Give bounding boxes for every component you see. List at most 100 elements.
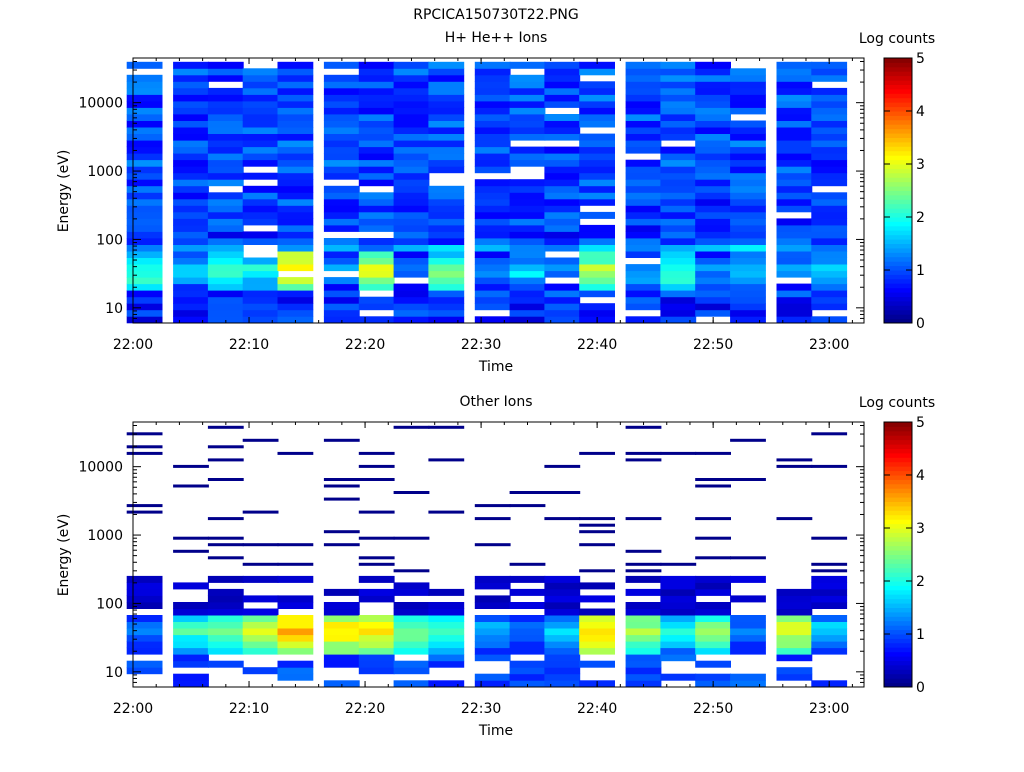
heatmap-cell (242, 562, 279, 566)
heatmap-cell (393, 244, 430, 252)
heatmap-cell (811, 153, 848, 161)
heatmap-cell (509, 667, 546, 675)
colorbar-tick-label: 2 (916, 210, 925, 226)
colorbar-swatch (884, 651, 912, 657)
heatmap-cell (323, 478, 360, 481)
heatmap-cell (544, 628, 581, 636)
heatmap-cell (358, 667, 395, 675)
heatmap-cell (126, 140, 163, 148)
heatmap-cell (625, 270, 662, 278)
heatmap-cell (660, 224, 697, 232)
heatmap-cell (173, 628, 209, 636)
heatmap-cell (173, 159, 209, 167)
heatmap-cell (207, 536, 244, 540)
heatmap-cell (358, 595, 395, 603)
heatmap-cell (173, 270, 209, 278)
heatmap-cell (173, 464, 209, 468)
heatmap-cell (242, 87, 279, 95)
heatmap-cell (242, 316, 279, 324)
heatmap-cell (126, 159, 163, 167)
heatmap-cell (207, 87, 244, 95)
heatmap-cell (625, 296, 662, 304)
heatmap-cell (474, 166, 511, 174)
heatmap-cell (173, 484, 209, 488)
heatmap-cell (173, 660, 209, 668)
colorbar-tick-label: 1 (916, 627, 925, 643)
heatmap-cell (428, 654, 465, 662)
heatmap-cell (625, 120, 662, 128)
heatmap-cell (730, 673, 766, 681)
colorbar-swatch (884, 509, 912, 516)
colorbar-swatch (884, 611, 912, 617)
heatmap-cell (173, 218, 209, 226)
heatmap-cell (277, 87, 314, 95)
colorbar-swatch (884, 203, 912, 209)
heatmap-cell (811, 641, 848, 649)
heatmap-cell (660, 621, 697, 629)
heatmap-cell (358, 654, 395, 662)
heatmap-cell (173, 81, 209, 89)
heatmap-cell (660, 303, 697, 311)
heatmap-cell (207, 264, 244, 272)
heatmap-cell (173, 257, 209, 265)
heatmap-cell (428, 296, 465, 304)
heatmap-cell (428, 205, 465, 213)
heatmap-cell (242, 205, 279, 213)
heatmap-cell (126, 231, 163, 239)
heatmap-cell (579, 198, 615, 206)
heatmap-cell (509, 185, 546, 193)
heatmap-cell (579, 81, 615, 89)
heatmap-cell (474, 264, 511, 272)
heatmap-cell (776, 140, 813, 148)
heatmap-cell (126, 198, 163, 206)
colorbar-swatch (884, 677, 912, 684)
heatmap-cell (323, 641, 360, 649)
heatmap-cell (323, 257, 360, 265)
heatmap-cell (126, 211, 163, 219)
heatmap-cell (544, 608, 581, 616)
heatmap-cell (393, 425, 430, 429)
heatmap-cell (428, 290, 465, 298)
heatmap-cell (393, 87, 430, 95)
heatmap-cell (625, 680, 662, 688)
heatmap-cell (660, 270, 697, 278)
heatmap-cell (207, 74, 244, 82)
heatmap-cell (358, 61, 395, 69)
heatmap-cell (776, 628, 813, 636)
heatmap-cell (625, 575, 662, 583)
heatmap-cell (625, 198, 662, 206)
heatmap-cell (776, 257, 813, 265)
colorbar-swatch (884, 439, 912, 445)
heatmap-cell (242, 309, 279, 317)
heatmap-cell (544, 667, 581, 675)
colorbar-swatch (884, 607, 912, 613)
heatmap-cell (393, 660, 430, 668)
heatmap-cell (126, 87, 163, 95)
heatmap-cell (544, 621, 581, 629)
colorbar-swatch (884, 668, 912, 675)
heatmap-cell (579, 153, 615, 161)
heatmap-cells (126, 61, 848, 324)
heatmap-cell (173, 647, 209, 655)
heatmap-cell (776, 159, 813, 167)
heatmap-cell (544, 602, 581, 609)
colorbar-swatch (884, 430, 912, 436)
heatmap-cell (323, 185, 360, 193)
heatmap-cell (474, 654, 511, 662)
heatmap-cell (126, 205, 163, 213)
heatmap-cell (393, 491, 430, 494)
heatmap-cell (207, 277, 244, 285)
heatmap-cell (474, 153, 511, 161)
heatmap-cell (323, 438, 360, 442)
colorbar-swatch (884, 492, 912, 498)
heatmap-cell (242, 283, 279, 291)
heatmap-cell (544, 615, 581, 622)
heatmap-cell (393, 615, 430, 622)
heatmap-cell (393, 153, 430, 161)
heatmap-cell (428, 680, 465, 688)
heatmap-cell (776, 654, 813, 662)
heatmap-cell (393, 641, 430, 649)
heatmap-cell (126, 100, 163, 108)
heatmap-cell (544, 582, 581, 590)
heatmap-cell (242, 218, 279, 226)
